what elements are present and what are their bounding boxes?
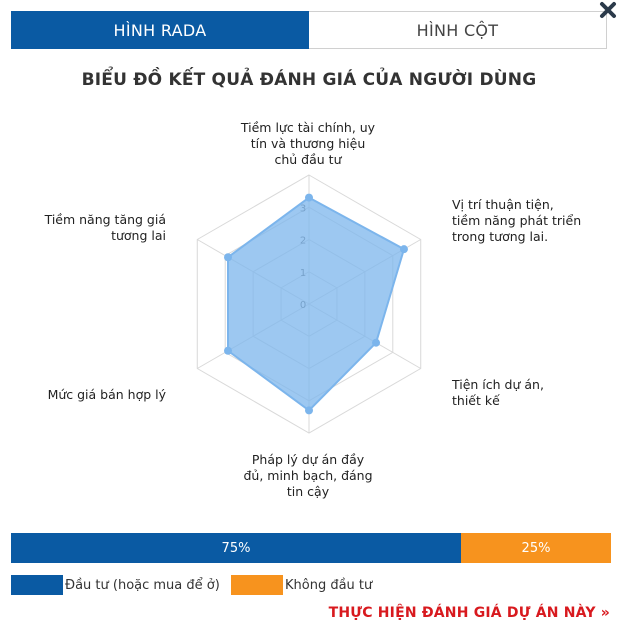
axis-label-1: Tiềm lực tài chính, uy tín và thương hiệ… (240, 120, 376, 167)
legend: Đầu tư (hoặc mua để ở) Không đầu tư (11, 574, 372, 596)
legend-label-not-invest: Không đầu tư (285, 577, 373, 593)
legend-swatch-not-invest (231, 575, 283, 595)
data-point-5 (224, 346, 233, 355)
summary-bar-not-invest: 25% (461, 533, 611, 563)
chart-tabs: HÌNH RADA HÌNH CỘT (11, 11, 607, 49)
summary-bar: 75% 25% (11, 533, 611, 563)
data-point-1 (305, 193, 313, 202)
data-point-2 (399, 245, 408, 254)
legend-item-invest: Đầu tư (hoặc mua để ở) (11, 575, 231, 595)
series-area (227, 196, 406, 412)
data-point-4 (305, 406, 313, 415)
axis-label-5: Mức giá bán hợp lý (47, 387, 166, 402)
rate-project-link[interactable]: THỰC HIỆN ĐÁNH GIÁ DỰ ÁN NÀY » (328, 605, 610, 621)
legend-item-not-invest: Không đầu tư (231, 575, 372, 595)
summary-bar-invest: 75% (11, 533, 461, 563)
axis-label-4: Pháp lý dự án đầy đủ, minh bạch, đáng ti… (243, 452, 373, 499)
legend-label-invest: Đầu tư (hoặc mua để ở) (65, 577, 220, 593)
data-point-6 (224, 253, 233, 262)
data-point-3 (372, 338, 381, 347)
radar-chart: 0123 (196, 174, 422, 434)
axis-label-6: Tiềm năng tăng giá tương lai (44, 212, 166, 243)
close-icon[interactable] (598, 0, 618, 20)
axis-label-2: Vị trí thuận tiện, tiềm năng phát triển … (452, 197, 582, 244)
tab-radar[interactable]: HÌNH RADA (11, 11, 309, 49)
tab-bar[interactable]: HÌNH CỘT (309, 11, 607, 49)
chart-title: BIỂU ĐỒ KẾT QUẢ ĐÁNH GIÁ CỦA NGƯỜI DÙNG (81, 70, 537, 90)
legend-swatch-invest (11, 575, 63, 595)
axis-label-3: Tiện ích dự án, thiết kế (452, 377, 544, 408)
